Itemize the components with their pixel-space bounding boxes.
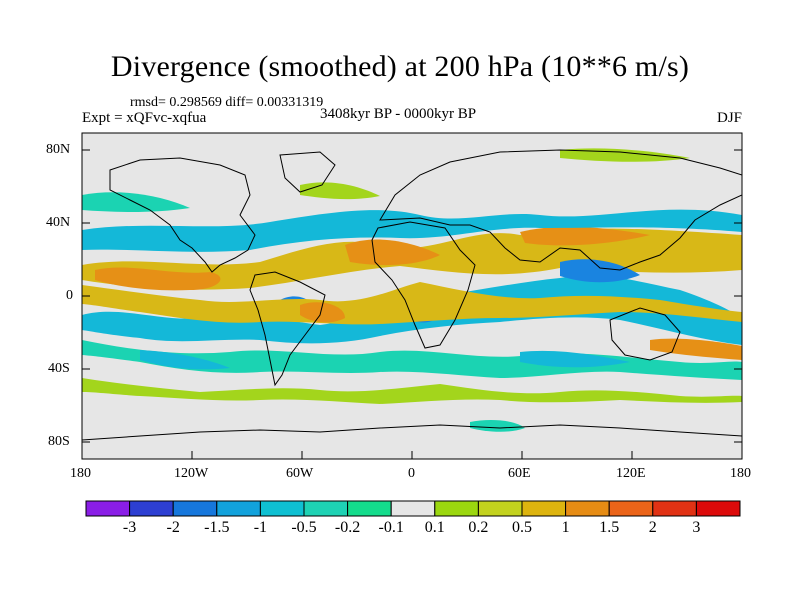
colorbar-swatch — [303, 500, 349, 517]
patch-sh-positive-core — [300, 302, 345, 323]
lat-label-40n: 40N — [46, 215, 71, 230]
colorbar-swatch — [652, 500, 697, 517]
coast-eurasia — [379, 149, 742, 271]
plot-title: Divergence (smoothed) at 200 hPa (10**6 … — [110, 50, 690, 83]
lat-label-80s: 80S — [48, 434, 70, 449]
lon-ticks — [81, 451, 743, 459]
lon-label-60e: 60E — [508, 466, 531, 481]
coast-greenland — [279, 151, 336, 193]
stats-text: rmsd= 0.298569 diff= 0.00331319 — [130, 95, 324, 110]
colorbar-label: 0.1 — [424, 519, 445, 536]
lon-label-120w: 120W — [174, 466, 209, 481]
colorbar-label: 3 — [692, 519, 701, 536]
patch-indonesia-neg — [560, 259, 640, 283]
band-nh-negative — [82, 209, 742, 252]
colorbar-swatch — [477, 500, 523, 517]
colorbar-label: 1 — [561, 519, 570, 536]
patch-sh-pacific-neg — [140, 350, 230, 370]
patch-antarctic-neg — [470, 420, 525, 432]
colorbar-label: -1 — [253, 519, 268, 536]
colorbar-label: -0.2 — [334, 519, 361, 536]
coast-north-america — [109, 157, 256, 273]
coast-australia — [609, 307, 681, 361]
colorbar-label: 2 — [648, 519, 657, 536]
lat-ticks — [82, 149, 742, 443]
patch-sh-far-orange — [650, 338, 742, 360]
colorbar-label: 0.2 — [468, 519, 489, 536]
colorbar-swatch — [347, 500, 392, 517]
coast-antarctica — [82, 424, 742, 441]
colorbar-label: -3 — [122, 519, 137, 536]
lon-label-180w: 180 — [70, 466, 91, 481]
colorbar-label: -0.5 — [291, 519, 317, 536]
colorbar-swatch — [259, 500, 305, 517]
lat-label-40s: 40S — [48, 361, 70, 376]
colorbar-label: -0.1 — [378, 519, 404, 536]
lon-label-180e: 180 — [730, 466, 751, 481]
colorbar — [85, 500, 741, 517]
patch-sh-indian-neg — [520, 350, 630, 368]
lat-label-80n: 80N — [46, 142, 71, 157]
colorbar-swatch — [434, 500, 479, 517]
colorbar-swatch — [565, 500, 610, 517]
band-sh-negative — [82, 340, 742, 380]
contour-fill — [82, 148, 742, 432]
colorbar-swatch — [172, 500, 218, 517]
patch-atlantic-north — [300, 182, 380, 200]
coast-south-america — [249, 271, 326, 387]
colorbar-swatch — [390, 500, 436, 517]
band-nh-positive-core — [95, 267, 221, 291]
band-sh-far-positive — [82, 378, 742, 404]
band-sh-positive — [82, 282, 742, 325]
patch-arctic-green — [560, 148, 690, 162]
lon-label-0: 0 — [408, 466, 415, 481]
season-label: DJF — [716, 110, 742, 126]
colorbar-swatch — [608, 500, 654, 517]
colorbar-swatch — [216, 500, 261, 517]
patch-africa-north — [345, 239, 440, 266]
lat-label-eq: 0 — [66, 288, 73, 303]
period-label: 3408kyr BP - 0000kyr BP — [320, 106, 477, 122]
colorbar-swatch — [85, 500, 131, 517]
lon-label-120e: 120E — [616, 466, 646, 481]
experiment-label: Expt = xQFvc-xqfua — [82, 110, 207, 126]
colorbar-label: -2 — [166, 519, 180, 536]
colorbar-label: 0.5 — [512, 519, 532, 536]
lon-label-60w: 60W — [286, 466, 314, 481]
patch-asia-positive — [520, 226, 650, 246]
coast-africa — [371, 221, 476, 349]
colorbar-label: -1.5 — [204, 519, 230, 536]
colorbar-swatch — [695, 500, 741, 517]
colorbar-swatch — [521, 500, 567, 517]
colorbar-label: 1.5 — [599, 519, 620, 536]
colorbar-swatch — [129, 500, 174, 517]
coastlines — [82, 149, 742, 441]
patch-pacific-north — [82, 192, 190, 212]
